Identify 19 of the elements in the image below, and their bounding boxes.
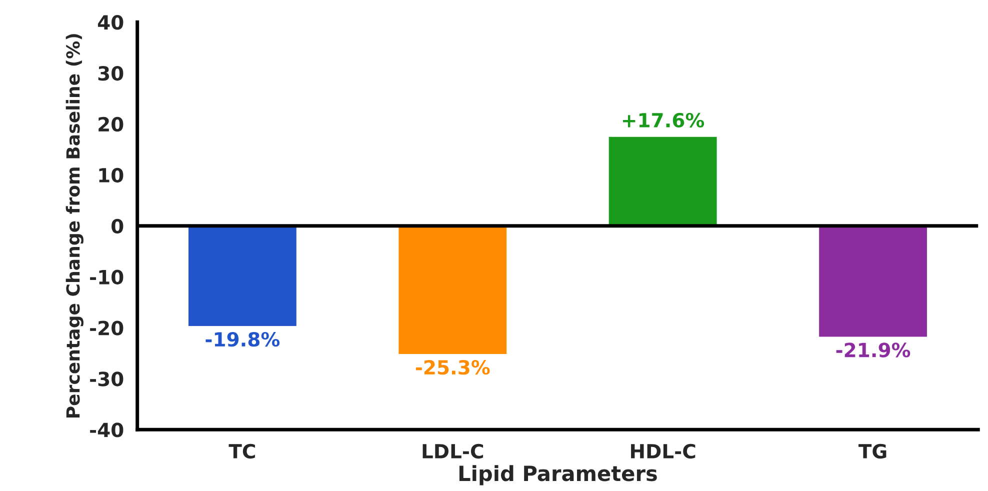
y-tick-label: -40	[90, 422, 124, 438]
y-tick-label: 10	[99, 168, 124, 183]
x-axis-title: Lipid Parameters	[459, 465, 657, 486]
y-tick-label: 0	[112, 218, 124, 234]
y-tick-label: -20	[90, 320, 124, 336]
y-axis-title: Percentage Change from Baseline (%)	[66, 34, 84, 418]
x-tick-label: HDL-C	[631, 444, 696, 459]
data-label: +17.6%	[623, 112, 704, 128]
data-label: -19.8%	[206, 332, 280, 347]
y-tick-label: 40	[98, 15, 124, 30]
x-tick-label: TC	[228, 444, 255, 459]
data-label: -25.3%	[416, 360, 490, 375]
data-label: -21.9%	[836, 342, 910, 358]
y-tick-label: 20	[98, 116, 124, 132]
y-tick-label: 30	[98, 66, 124, 81]
x-tick-label: LDL-C	[422, 444, 484, 459]
x-tick-label: TG	[858, 444, 886, 459]
y-tick-label: -30	[90, 372, 124, 386]
y-tick-label: -10	[90, 270, 124, 284]
